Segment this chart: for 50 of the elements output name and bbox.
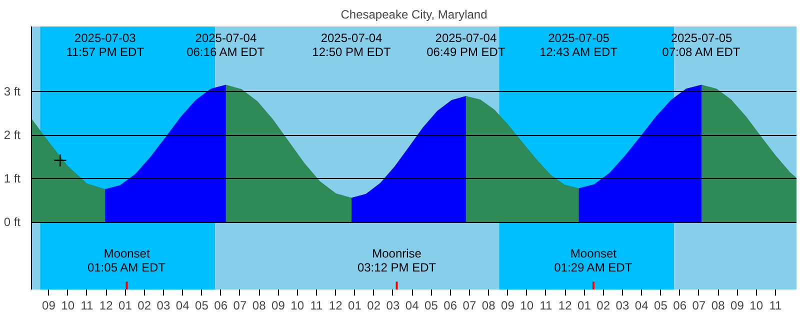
x-tick-label: 01 (578, 298, 592, 312)
annotation: 2025-07-03 11:57 PM EDT (66, 30, 145, 59)
x-tick-label: 09 (501, 298, 515, 312)
x-tick-label: 02 (367, 298, 381, 312)
ref-line-label: Moonrise 03:12 PM EDT (357, 246, 437, 275)
x-tick-label: 08 (711, 298, 726, 312)
x-tick-label: 11 (310, 298, 324, 312)
x-tick-label: 12 (558, 298, 572, 312)
x-tick-label: 03 (386, 298, 400, 312)
chart-title: Chesapeake City, Maryland (340, 8, 488, 22)
x-tick-label: 05 (195, 298, 209, 312)
x-tick-label: 09 (42, 298, 56, 312)
x-tick-label: 07 (692, 298, 706, 312)
x-tick-label: 06 (673, 298, 687, 312)
x-tick-label: 04 (634, 298, 649, 312)
x-tick-label: 12 (99, 298, 114, 312)
x-tick-label: 05 (424, 298, 438, 312)
y-tick-label: 3 ft (4, 84, 22, 99)
x-tick-label: 09 (272, 298, 286, 312)
x-tick-label: 06 (444, 298, 458, 312)
x-tick-label: 03 (156, 298, 170, 312)
x-tick-label: 04 (405, 298, 420, 312)
x-tick-label: 05 (654, 298, 668, 312)
x-tick-label: 08 (482, 298, 496, 312)
annotation: 2025-07-04 12:50 PM EDT (312, 30, 392, 59)
x-tick-label: 01 (118, 298, 132, 312)
x-tick-label: 11 (80, 298, 94, 312)
y-tick-label: 2 ft (4, 128, 22, 142)
x-tick-label: 07 (462, 298, 476, 312)
x-tick-label: 11 (769, 298, 782, 312)
x-tick-label: 12 (328, 298, 343, 312)
x-tick-label: 10 (290, 298, 304, 312)
x-tick-label: 02 (138, 298, 152, 312)
x-tick-label: 02 (596, 298, 610, 312)
ref-line-label: Moonset 01:05 AM EDT (87, 246, 166, 275)
x-tick-label: 09 (730, 298, 744, 312)
x-tick-label: 10 (520, 298, 534, 312)
x-tick-label: 08 (252, 298, 266, 312)
x-tick-label: 10 (61, 298, 75, 312)
y-tick-label: 1 ft (4, 172, 22, 186)
x-tick-label: 03 (616, 298, 630, 312)
y-tick-label: 0 ft (4, 215, 22, 230)
x-tick-label: 11 (540, 298, 553, 312)
x-tick-label: 04 (176, 298, 190, 312)
x-tick-label: 01 (348, 298, 362, 312)
x-tick-label: 07 (233, 298, 247, 312)
ref-line-label: Moonset 01:29 AM EDT (554, 246, 633, 275)
x-tick-label: 10 (750, 298, 764, 312)
x-tick-label: 06 (214, 298, 228, 312)
annotation: 2025-07-05 12:43 AM EDT (539, 30, 618, 59)
